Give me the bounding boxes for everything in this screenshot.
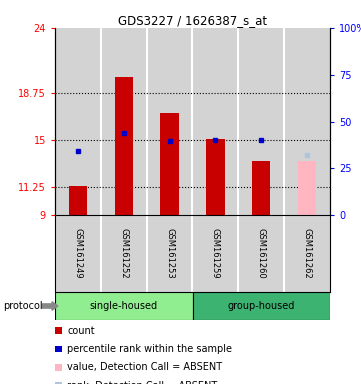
Text: percentile rank within the sample: percentile rank within the sample: [68, 344, 232, 354]
Bar: [298, 161, 316, 215]
Text: single-housed: single-housed: [90, 301, 158, 311]
Text: count: count: [68, 326, 95, 336]
Bar: [69, 186, 87, 215]
Bar: [114, 77, 133, 215]
Text: value, Detection Call = ABSENT: value, Detection Call = ABSENT: [68, 362, 222, 372]
Text: group-housed: group-housed: [227, 301, 295, 311]
Text: GSM161260: GSM161260: [257, 228, 266, 279]
Text: rank, Detection Call = ABSENT: rank, Detection Call = ABSENT: [68, 381, 218, 384]
Text: protocol: protocol: [4, 301, 43, 311]
Text: GSM161259: GSM161259: [211, 228, 220, 279]
Text: GSM161252: GSM161252: [119, 228, 128, 279]
Title: GDS3227 / 1626387_s_at: GDS3227 / 1626387_s_at: [118, 14, 267, 27]
Text: GSM161249: GSM161249: [73, 228, 82, 279]
Bar: [206, 139, 225, 215]
Bar: [252, 161, 270, 215]
Text: GSM161253: GSM161253: [165, 228, 174, 279]
Bar: [55, 292, 192, 320]
Bar: [192, 292, 330, 320]
Bar: [160, 113, 179, 215]
Text: GSM161262: GSM161262: [303, 228, 312, 279]
